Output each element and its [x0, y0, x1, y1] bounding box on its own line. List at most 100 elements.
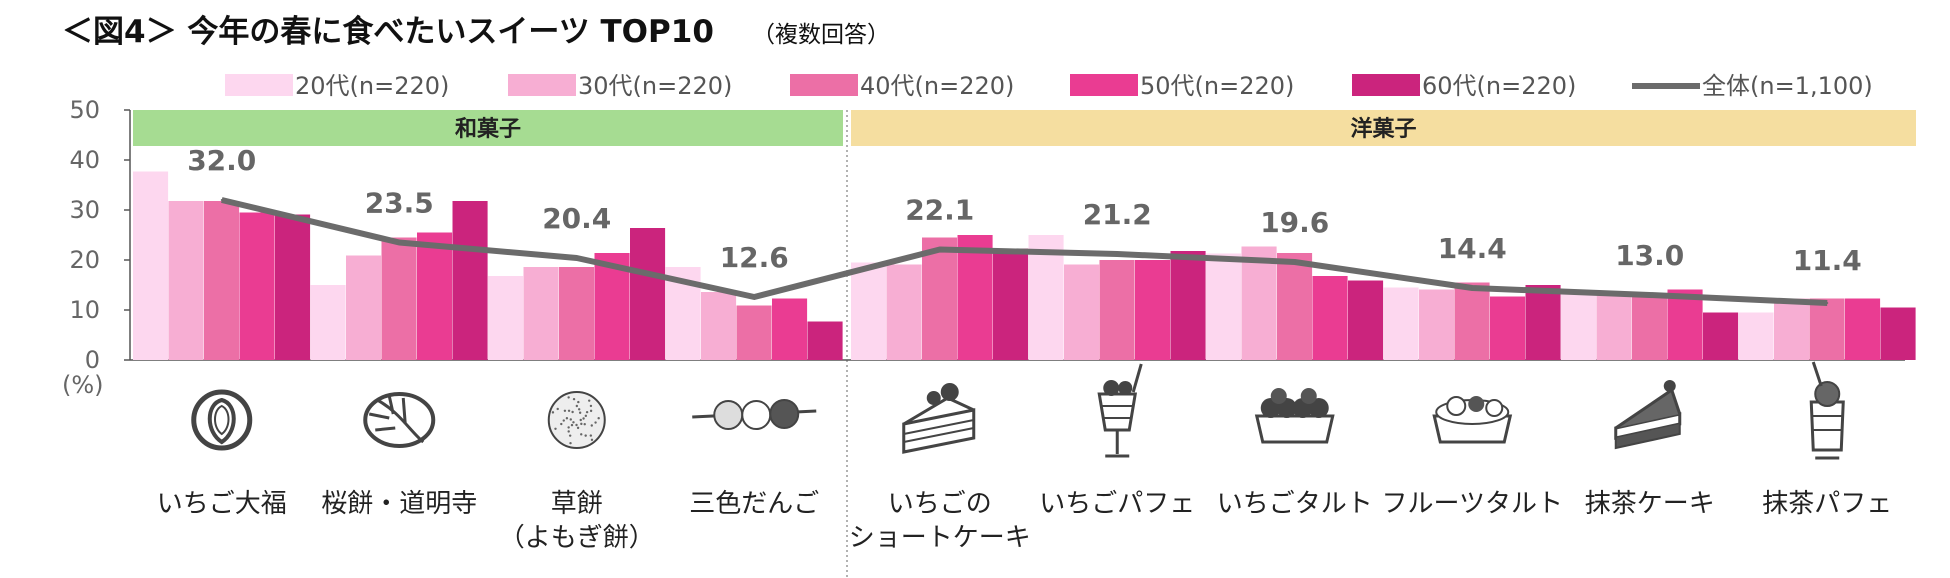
value-label-4: 12.6 [720, 241, 789, 274]
bar-1-3 [204, 201, 240, 360]
bar-8-4 [1490, 296, 1526, 360]
bar-3-2 [523, 267, 559, 360]
bar-10-3 [1809, 298, 1845, 360]
bar-10-4 [1845, 298, 1881, 360]
legend-label-4: 50代(n=220) [1140, 72, 1294, 100]
legend-swatch-2 [508, 74, 576, 96]
overall-point-5 [938, 248, 941, 251]
overall-point-10 [1826, 302, 1829, 304]
bar-10-1 [1738, 312, 1774, 360]
bar-2-3 [381, 237, 417, 360]
value-label-3: 20.4 [542, 202, 611, 235]
group-band-1 [133, 110, 843, 146]
bar-9-1 [1561, 292, 1597, 360]
category-label-8: フルーツタルト [1382, 489, 1563, 519]
bar-2-5 [452, 201, 488, 360]
category-label-5-line-2: ショートケーキ [849, 523, 1031, 553]
category-label-3-line-1: 草餅 [551, 489, 603, 519]
bar-6-5 [1170, 251, 1206, 360]
strawberry-parfait-icon [1097, 363, 1143, 458]
category-label-7: いちごタルト [1217, 489, 1373, 519]
value-label-2: 23.5 [365, 187, 434, 220]
bar-8-1 [1383, 287, 1419, 360]
bar-5-2 [886, 264, 922, 360]
bar-6-2 [1064, 264, 1100, 360]
chart-subtitle: （複数回答） [752, 22, 890, 48]
kusamochi-icon [547, 391, 606, 449]
chart-title: ＜図4＞ 今年の春に食べたいスイーツ TOP10 [62, 14, 714, 50]
legend-swatch-3 [790, 74, 858, 96]
legend-swatch-1 [225, 74, 293, 96]
value-label-9: 13.0 [1615, 239, 1684, 272]
bar-1-2 [168, 201, 204, 360]
bar-9-2 [1596, 294, 1632, 360]
bar-9-5 [1703, 312, 1739, 360]
bar-10-5 [1880, 307, 1916, 360]
bar-8-2 [1419, 289, 1455, 360]
category-label-2: 桜餅・道明寺 [321, 489, 477, 519]
value-label-8: 14.4 [1438, 232, 1507, 265]
overall-line-path [221, 197, 1828, 306]
legend-label-2: 30代(n=220) [578, 72, 732, 100]
matcha-parfait-icon [1809, 361, 1845, 460]
category-label-9: 抹茶ケーキ [1585, 489, 1715, 519]
bar-3-3 [559, 267, 595, 360]
bar-3-1 [488, 276, 524, 360]
y-axis-unit: (%) [62, 371, 104, 399]
bar-7-1 [1206, 253, 1242, 360]
bar-6-3 [1099, 260, 1135, 360]
value-label-10: 11.4 [1793, 244, 1862, 277]
bar-6-1 [1028, 235, 1064, 360]
bar-7-5 [1348, 280, 1384, 360]
group-label-1: 和菓子 [455, 116, 521, 142]
legend-label-3: 40代(n=220) [860, 72, 1014, 100]
sakuramochi-icon [363, 392, 436, 448]
category-label-4: 三色だんご [689, 489, 819, 519]
overall-point-3 [575, 257, 578, 259]
bar-9-4 [1667, 289, 1703, 360]
overall-line [220, 197, 1829, 306]
legend-swatch-5 [1352, 74, 1420, 96]
group-label-2: 洋菓子 [1350, 116, 1416, 142]
bar-7-4 [1312, 276, 1348, 360]
legend-label-overall: 全体(n=1,100) [1702, 72, 1873, 100]
overall-point-4 [753, 296, 756, 298]
bar-2-2 [346, 255, 382, 360]
category-label-5-line-1: いちごの [888, 489, 992, 519]
group-band-2 [851, 110, 1916, 146]
bar-3-5 [630, 228, 666, 360]
value-label-1: 32.0 [187, 144, 256, 177]
bar-5-3 [922, 237, 958, 360]
value-labels: 32.0 23.5 20.4 12.6 22.1 21.2 19.6 14.4 13.0 11.4 [187, 144, 1862, 277]
legend-swatch-4 [1070, 74, 1138, 96]
legend-label-5: 60代(n=220) [1422, 72, 1576, 100]
category-labels: いちご大福 桜餅・道明寺 草餅 （よもぎ餅） 三色だんご いちごのショートケーキいちごパフ… [157, 489, 1893, 553]
bar-7-2 [1241, 246, 1277, 360]
bar-8-5 [1525, 285, 1561, 360]
category-label-10: 抹茶パフェ [1762, 489, 1892, 519]
fruit-tart-icon [1432, 396, 1513, 444]
category-label-6: いちごパフェ [1039, 489, 1195, 519]
y-tick-label-0: 0 [85, 346, 100, 374]
value-label-6: 21.2 [1083, 198, 1152, 231]
bar-6-4 [1135, 260, 1171, 360]
bar-2-4 [417, 232, 453, 360]
bar-1-4 [239, 212, 275, 360]
bar-5-5 [993, 248, 1029, 360]
overall-point-9 [1648, 294, 1651, 296]
bar-5-1 [851, 262, 887, 360]
category-label-1: いちご大福 [157, 489, 287, 519]
bar-1-5 [275, 214, 311, 360]
legend: 20代(n=220) 30代(n=220) 40代(n=220) 50代(n=220)… [225, 72, 1873, 100]
value-label-5: 22.1 [905, 194, 974, 227]
legend-label-1: 20代(n=220) [295, 72, 449, 100]
dango-icon [692, 399, 817, 430]
bar-4-5 [807, 321, 843, 360]
category-label-3-line-2: （よもぎ餅） [499, 523, 655, 553]
bar-10-2 [1774, 298, 1810, 360]
bar-4-2 [701, 292, 737, 360]
food-icons [191, 361, 1845, 460]
bars [133, 171, 1916, 360]
bar-7-3 [1277, 253, 1313, 360]
